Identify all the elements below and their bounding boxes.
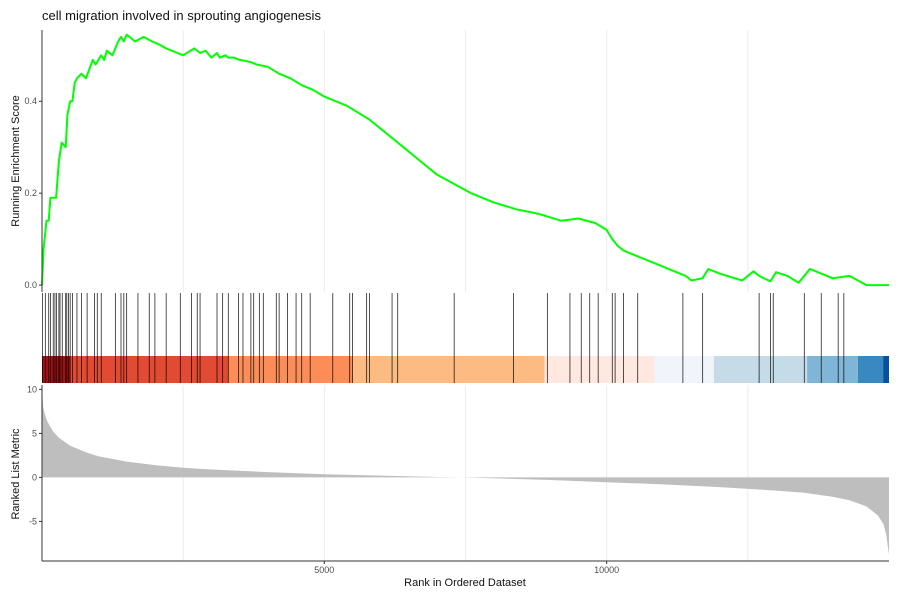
top-ytick-label: 0.2 [24,188,37,198]
running-score-ylabel: Running Enrichment Score [10,95,22,226]
color-band [654,356,714,383]
color-band [352,356,545,383]
bottom-ytick-label: 0 [32,472,37,482]
ranked-metric-xlabel: Rank in Ordered Dataset [404,577,526,589]
running-score-line [41,33,889,287]
color-band [807,356,858,383]
ranked-metric-area-group [42,386,889,555]
color-band-strip [42,356,889,383]
top-ytick-label: 0.0 [24,280,37,290]
tick-labels: 0.0 0.2 0.4 -5 0 5 10 5000 10000 [24,96,619,575]
xtick-label: 10000 [594,565,619,575]
bottom-ytick-label: -5 [29,516,37,526]
bottom-ytick-label: 10 [27,384,37,394]
ranked-metric-area [42,386,889,555]
bottom-panel-gridlines [182,385,749,561]
xtick-label: 5000 [314,565,334,575]
axes [41,30,889,562]
color-band [544,356,655,383]
bottom-ytick-label: 5 [32,428,37,438]
chart-title: cell migration involved in sprouting ang… [42,8,321,23]
top-panel-gridlines [182,30,749,292]
color-band [713,356,808,383]
color-band [883,356,889,383]
gene-hit-rug [42,293,845,383]
top-ytick-label: 0.4 [24,96,37,106]
color-band [228,356,353,383]
running-score-line-group [41,33,889,287]
ranked-metric-ylabel: Ranked List Metric [10,428,22,520]
